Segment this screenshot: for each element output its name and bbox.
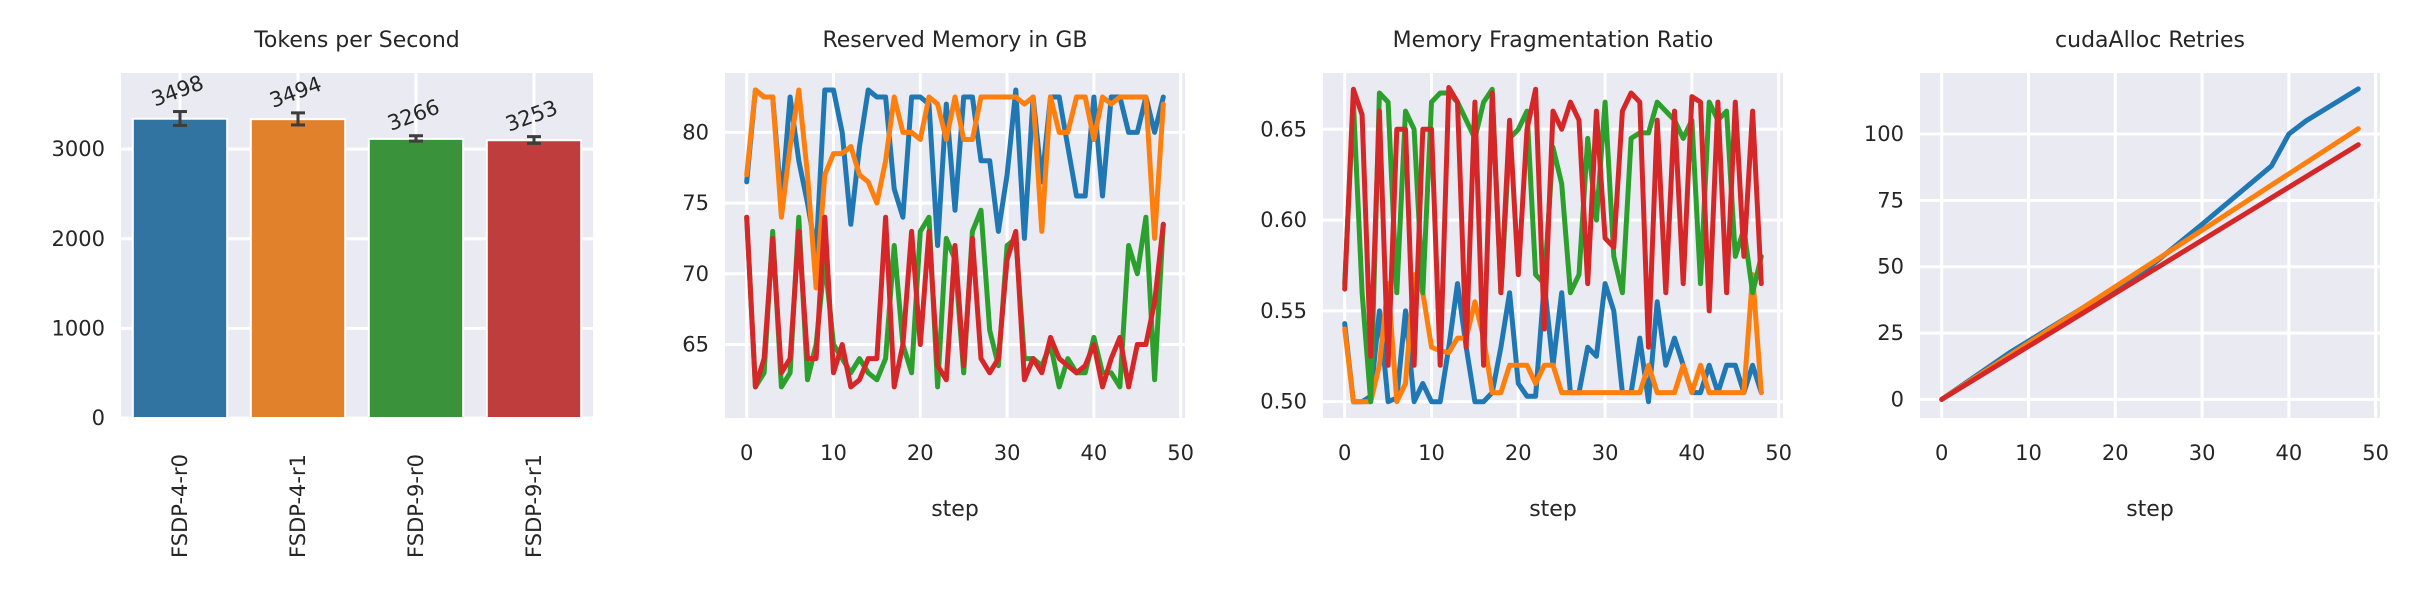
bar xyxy=(249,118,347,419)
x-tick-label: FSDP-4-r0 xyxy=(168,454,192,558)
y-tick-label: 75 xyxy=(682,191,709,215)
lines-layer xyxy=(744,87,1166,390)
series-line xyxy=(1342,272,1764,405)
bar xyxy=(367,137,465,419)
x-tick-label: 10 xyxy=(820,441,847,465)
x-tick-label: 10 xyxy=(2015,441,2042,465)
tick-labels: 0.50 0.55 0.60 0.65 0 10 20 30 40 50 xyxy=(1260,117,1792,465)
tick-labels: 0 25 50 75 100 0 10 20 30 40 50 xyxy=(1864,122,2389,465)
series-line xyxy=(744,87,1166,256)
x-tick-label: 40 xyxy=(1081,441,1108,465)
x-tick-label: 20 xyxy=(907,441,934,465)
gridlines xyxy=(1920,73,2380,418)
y-tick-label: 0 xyxy=(92,406,105,430)
x-axis-label: step xyxy=(2126,497,2174,522)
tick-labels: 0 1000 2000 3000 FSDP-4-r0 FSDP-4-r1 FSDP-9-r0… xyxy=(52,137,546,558)
lines-layer xyxy=(1342,85,1764,405)
y-tick-label: 75 xyxy=(1877,188,1904,212)
chart-title: cudaAlloc Retries xyxy=(2055,28,2245,53)
bar xyxy=(485,139,583,419)
y-tick-label: 0.55 xyxy=(1260,299,1307,323)
panel-reserved-memory: 65 70 75 80 0 10 20 30 40 50 Reserved Memory in G… xyxy=(682,28,1194,522)
bar xyxy=(131,117,229,420)
y-tick-label: 65 xyxy=(682,332,709,356)
series-line xyxy=(744,87,1166,291)
x-tick-label: 0 xyxy=(1935,441,1948,465)
x-tick-label: FSDP-9-r0 xyxy=(404,454,428,558)
x-tick-label: 50 xyxy=(1765,441,1792,465)
x-tick-label: 20 xyxy=(1505,441,1532,465)
x-tick-label: FSDP-4-r1 xyxy=(286,454,310,558)
x-tick-label: 20 xyxy=(2102,441,2129,465)
x-tick-label: 40 xyxy=(1679,441,1706,465)
x-tick-label: 30 xyxy=(994,441,1021,465)
y-tick-label: 0.60 xyxy=(1260,208,1307,232)
x-tick-label: 50 xyxy=(1167,441,1194,465)
x-tick-label: 0 xyxy=(740,441,753,465)
x-tick-label: 40 xyxy=(2276,441,2303,465)
chart-title: Memory Fragmentation Ratio xyxy=(1393,28,1714,53)
y-tick-label: 100 xyxy=(1864,122,1904,146)
y-tick-label: 50 xyxy=(1877,255,1904,279)
chart-title: Reserved Memory in GB xyxy=(822,28,1087,53)
panel-memory-fragmentation: 0.50 0.55 0.60 0.65 0 10 20 30 40 50 Memory Fragm… xyxy=(1260,28,1792,522)
x-axis-label: step xyxy=(931,497,979,522)
series-line xyxy=(1939,142,2361,402)
y-tick-label: 0.50 xyxy=(1260,390,1307,414)
x-tick-label: 30 xyxy=(2189,441,2216,465)
y-tick-label: 1000 xyxy=(52,316,105,340)
x-tick-label: 30 xyxy=(1592,441,1619,465)
series-line xyxy=(744,214,1166,390)
x-tick-label: 0 xyxy=(1338,441,1351,465)
y-tick-label: 2000 xyxy=(52,227,105,251)
series-line xyxy=(1342,85,1764,368)
y-tick-label: 0 xyxy=(1891,387,1904,411)
lines-layer xyxy=(1939,86,2361,402)
x-tick-label: 50 xyxy=(2362,441,2389,465)
y-tick-label: 0.65 xyxy=(1260,117,1307,141)
chart-title: Tokens per Second xyxy=(253,28,460,53)
y-tick-label: 70 xyxy=(682,262,709,286)
x-tick-label: FSDP-9-r1 xyxy=(522,454,546,558)
y-tick-label: 25 xyxy=(1877,321,1904,345)
y-tick-label: 80 xyxy=(682,120,709,144)
y-tick-label: 3000 xyxy=(52,137,105,161)
tick-labels: 65 70 75 80 0 10 20 30 40 50 xyxy=(682,120,1194,465)
x-tick-label: 10 xyxy=(1418,441,1445,465)
x-axis-label: step xyxy=(1529,497,1577,522)
